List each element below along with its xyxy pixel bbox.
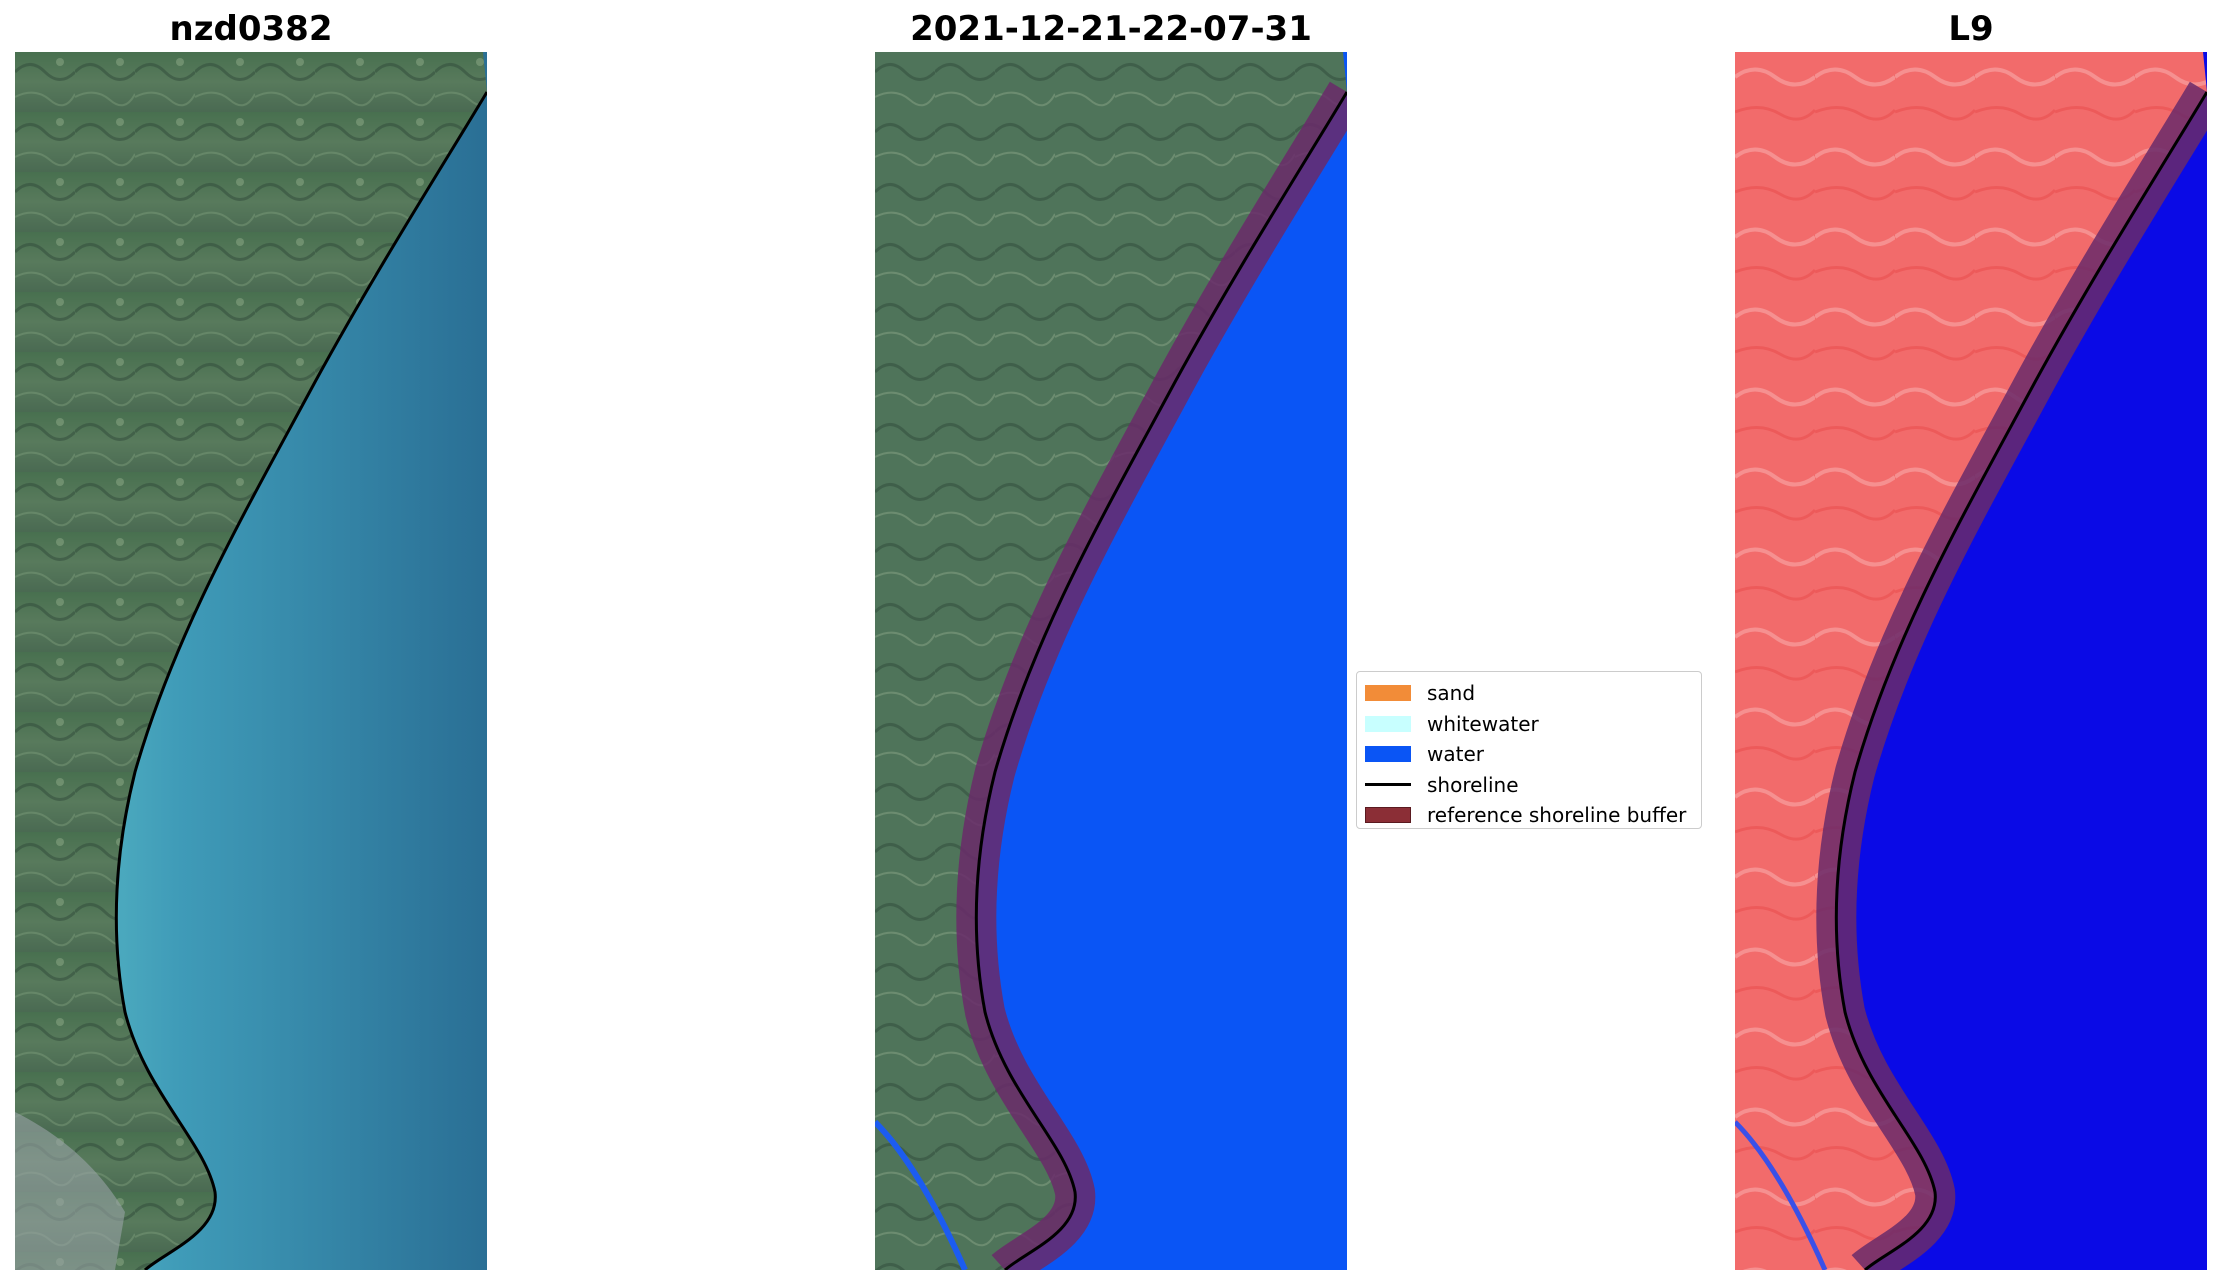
- classified-image-panel: [875, 52, 1347, 1270]
- panel-title-3: L9: [1948, 9, 1994, 49]
- index-image: [1735, 52, 2207, 1270]
- water-swatch: [1365, 746, 1411, 763]
- sand-swatch: [1365, 685, 1411, 702]
- classified-image: [875, 52, 1347, 1270]
- legend-item-shoreline: shoreline: [1365, 770, 1693, 801]
- panel-title-2: 2021-12-21-22-07-31: [910, 9, 1312, 49]
- legend-label: water: [1427, 742, 1484, 767]
- legend-label: reference shoreline buffer: [1427, 803, 1687, 828]
- legend-label: whitewater: [1427, 711, 1539, 736]
- index-image-panel: [1735, 52, 2207, 1270]
- panel-title-1: nzd0382: [169, 9, 333, 49]
- whitewater-swatch: [1365, 715, 1411, 732]
- legend: sand whitewater water shoreline referenc…: [1356, 671, 1702, 829]
- legend-label: sand: [1427, 681, 1476, 706]
- legend-item-sand: sand: [1365, 678, 1693, 709]
- legend-label: shoreline: [1427, 772, 1519, 797]
- shoreline-swatch: [1365, 783, 1411, 787]
- legend-item-buffer: reference shoreline buffer: [1365, 800, 1693, 831]
- legend-item-whitewater: whitewater: [1365, 709, 1693, 740]
- rgb-image-panel: [15, 52, 487, 1270]
- buffer-swatch: [1365, 807, 1411, 824]
- legend-item-water: water: [1365, 739, 1693, 770]
- rgb-image: [15, 52, 487, 1270]
